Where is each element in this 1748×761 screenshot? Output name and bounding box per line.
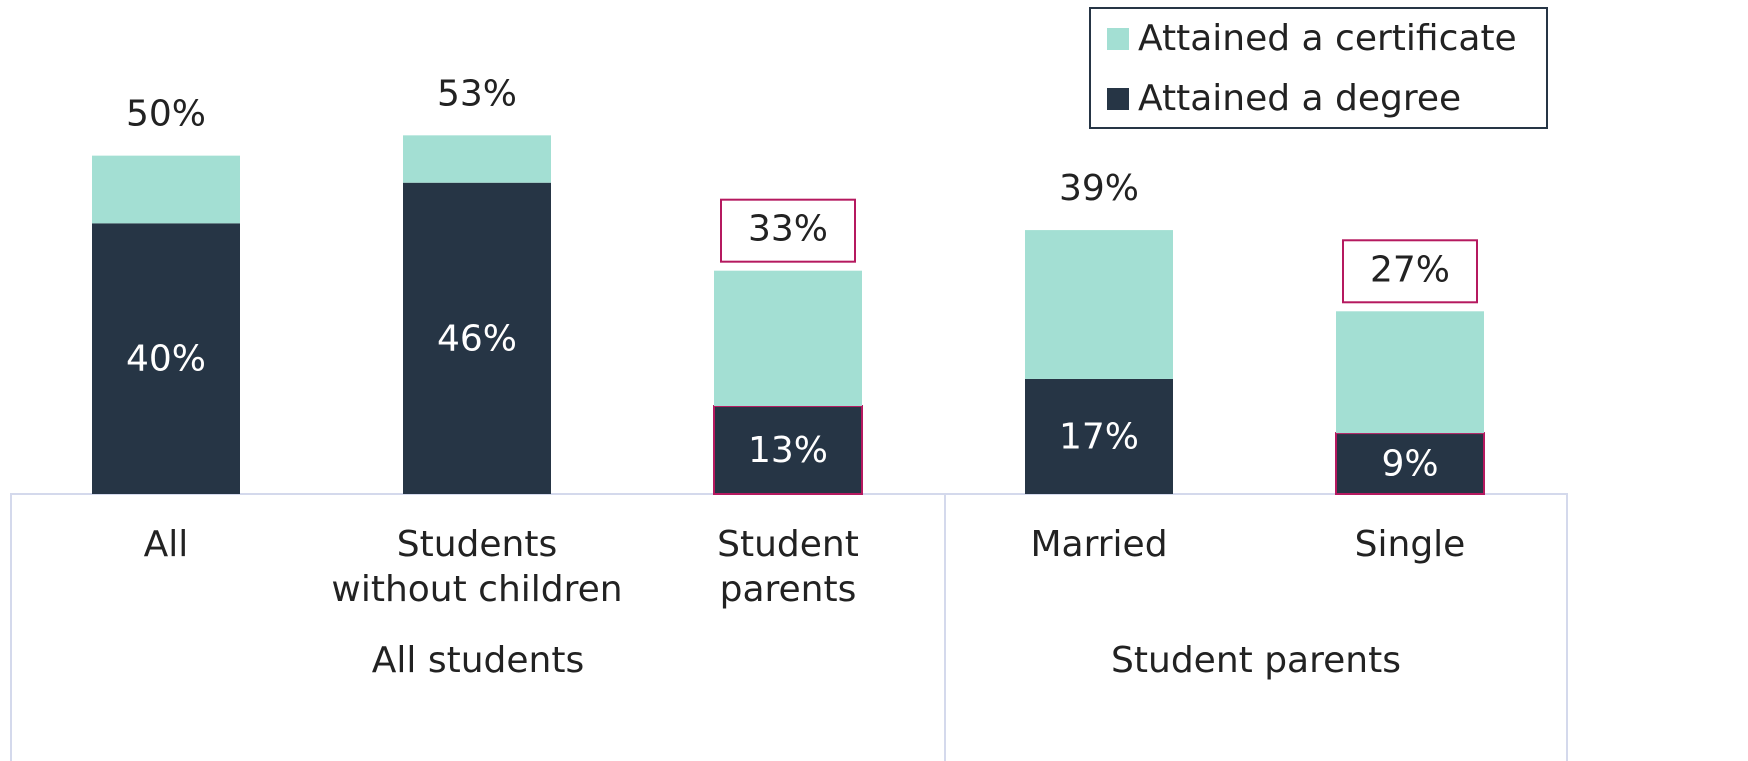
legend-box [1089, 7, 1548, 129]
total-label: 27% [1370, 249, 1450, 290]
highlight-box [720, 198, 856, 263]
x-tick-label: parents [720, 569, 857, 610]
legend-swatch [1107, 88, 1129, 110]
bar-segment [1336, 433, 1484, 494]
total-label: 50% [126, 94, 206, 135]
x-tick-label: Single [1355, 524, 1466, 565]
bar-segment [714, 270, 862, 407]
bar-segment [403, 182, 551, 494]
x-tick-label: Student [717, 524, 859, 565]
x-tick-label: Married [1030, 524, 1167, 565]
bar-segment [1025, 378, 1173, 494]
x-tick-label: All [144, 524, 189, 565]
bar-segment [92, 155, 240, 224]
bar-segment [1336, 311, 1484, 434]
total-label: 39% [1059, 168, 1139, 209]
group-label: Student parents [1111, 640, 1401, 681]
bar-segment [92, 223, 240, 494]
total-label: 33% [748, 209, 828, 250]
value-label: 9% [1381, 444, 1438, 485]
highlight-box [1342, 239, 1478, 304]
legend-label: Attained a degree [1138, 78, 1461, 119]
group-label: All students [372, 640, 584, 681]
total-label: 53% [437, 73, 517, 114]
value-label: 46% [437, 318, 517, 359]
bar-segment [1025, 230, 1173, 379]
value-label: 17% [1059, 416, 1139, 457]
value-label: 13% [748, 430, 828, 471]
bar-segment [403, 135, 551, 183]
value-label: 40% [126, 339, 206, 380]
legend-label: Attained a certificate [1138, 18, 1517, 59]
bar-segment [714, 406, 862, 494]
legend-swatch [1107, 28, 1129, 50]
x-tick-label: without children [331, 569, 622, 610]
x-tick-label: Students [397, 524, 557, 565]
